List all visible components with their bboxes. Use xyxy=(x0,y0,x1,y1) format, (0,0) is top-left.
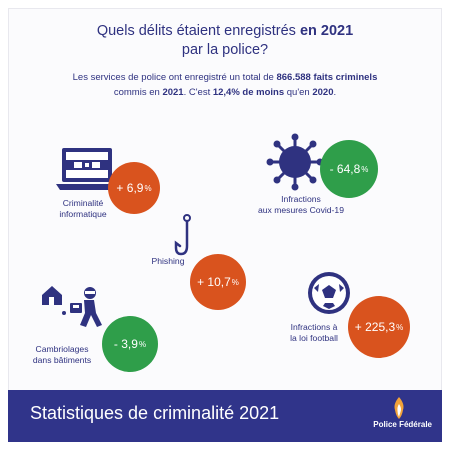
page-title: Quels délits étaient enregistrés en 2021 xyxy=(0,22,450,41)
phishing-label: Phishing xyxy=(151,256,185,266)
phishing-change-badge: + 10,7% xyxy=(190,254,246,310)
covid-value: - 64,8 xyxy=(329,162,361,176)
phishing-pct: % xyxy=(231,277,239,287)
burglar-icon xyxy=(42,286,102,327)
intro-text: . xyxy=(333,87,337,98)
intro-total: 866.588 faits criminels xyxy=(276,72,378,83)
intro-year: 2021 xyxy=(162,87,184,98)
title-text: Quels délits étaient enregistrés xyxy=(96,23,300,39)
intro-text: qu'en xyxy=(284,87,313,98)
infographic-frame xyxy=(8,8,442,442)
cyber-pct: % xyxy=(144,183,152,193)
intro-text: commis en xyxy=(113,87,163,98)
flame-icon xyxy=(394,397,404,419)
laptop-icon xyxy=(56,148,118,190)
cyber-value: + 6,9 xyxy=(116,181,144,195)
footer-banner: Statistiques de criminalité 2021 Police … xyxy=(8,390,442,442)
burglary-change-badge: - 3,9% xyxy=(102,316,158,372)
intro-text: Les services de police ont enregistré un… xyxy=(72,72,277,83)
cyber-label-line1: Criminalité xyxy=(62,198,104,208)
virus-icon xyxy=(266,133,324,191)
football-pct: % xyxy=(396,322,404,332)
intro-line1: Les services de police ont enregistré un… xyxy=(0,70,450,85)
fishhook-icon xyxy=(174,214,191,256)
intro-line2: commis en 2021. C'est 12,4% de moins qu'… xyxy=(0,85,450,100)
burglary-pct: % xyxy=(138,339,147,349)
title-year: en 2021 xyxy=(299,23,354,39)
football-change-badge: + 225,3% xyxy=(348,296,410,358)
covid-change-badge: - 64,8% xyxy=(320,140,378,198)
football-value: + 225,3 xyxy=(354,320,396,334)
covid-label-line1: Infractions xyxy=(281,194,321,204)
burglary-label-line2: dans bâtiments xyxy=(32,355,92,365)
burglary-label: Cambriolages dans bâtiments xyxy=(20,344,104,366)
covid-label: Infractions aux mesures Covid-19 xyxy=(246,194,356,216)
phishing-value: + 10,7 xyxy=(197,275,231,289)
intro-decrease: 12,4% de moins xyxy=(212,87,285,98)
footer-title: Statistiques de criminalité 2021 xyxy=(30,403,280,423)
cyber-label-line2: informatique xyxy=(59,209,107,219)
burglary-label-line1: Cambriolages xyxy=(35,344,89,354)
cyber-change-badge: + 6,9% xyxy=(108,162,160,214)
page-title-line2: par la police? xyxy=(181,42,269,58)
covid-label-line2: aux mesures Covid-19 xyxy=(258,205,344,215)
footer-brand: Police Fédérale xyxy=(373,420,432,429)
intro-text: . C'est xyxy=(183,87,213,98)
football-label-line2: la loi football xyxy=(290,333,338,343)
football-label-line1: Infractions à xyxy=(290,322,338,332)
intro-prev-year: 2020 xyxy=(312,87,334,98)
burglary-value: - 3,9 xyxy=(113,337,138,351)
football-label: Infractions à la loi football xyxy=(276,322,352,344)
covid-pct: % xyxy=(361,164,369,174)
cyber-label: Criminalité informatique xyxy=(38,198,128,220)
football-icon xyxy=(308,272,350,314)
